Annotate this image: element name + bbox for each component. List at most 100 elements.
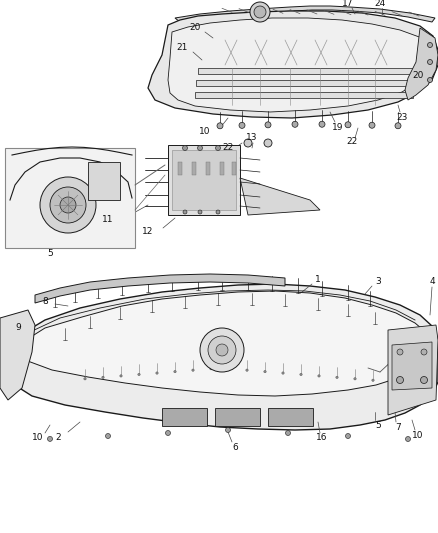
Circle shape <box>40 177 96 233</box>
Circle shape <box>50 187 86 223</box>
Circle shape <box>244 139 252 147</box>
Polygon shape <box>5 284 438 430</box>
Text: 21: 21 <box>177 44 188 52</box>
Circle shape <box>427 60 432 64</box>
Circle shape <box>156 372 158 374</box>
Text: 10: 10 <box>32 433 44 442</box>
Circle shape <box>250 2 270 22</box>
Text: 2: 2 <box>55 433 61 442</box>
Polygon shape <box>195 92 413 98</box>
Bar <box>215 408 260 426</box>
Text: 19: 19 <box>332 124 344 133</box>
Text: 3: 3 <box>375 278 381 287</box>
Polygon shape <box>198 68 420 74</box>
Text: 20: 20 <box>189 23 201 33</box>
Circle shape <box>198 210 202 214</box>
Polygon shape <box>405 28 438 100</box>
Polygon shape <box>196 80 416 86</box>
Circle shape <box>120 375 122 377</box>
Text: 16: 16 <box>316 433 328 442</box>
Circle shape <box>217 123 223 129</box>
Polygon shape <box>220 162 224 175</box>
Circle shape <box>174 370 176 373</box>
Polygon shape <box>392 342 432 390</box>
Circle shape <box>264 370 266 373</box>
Text: 22: 22 <box>346 138 357 147</box>
Text: 20: 20 <box>412 70 424 79</box>
Circle shape <box>210 368 212 370</box>
Polygon shape <box>18 291 432 396</box>
Circle shape <box>369 122 375 128</box>
Circle shape <box>282 372 284 374</box>
Circle shape <box>292 122 298 127</box>
Polygon shape <box>240 178 320 215</box>
Circle shape <box>318 375 320 377</box>
Circle shape <box>208 336 236 364</box>
Circle shape <box>183 146 187 150</box>
Polygon shape <box>175 6 435 22</box>
Text: 5: 5 <box>375 421 381 430</box>
Circle shape <box>397 349 403 355</box>
Polygon shape <box>192 162 196 175</box>
Text: 9: 9 <box>15 324 21 333</box>
Circle shape <box>216 344 228 356</box>
Text: 12: 12 <box>142 228 154 237</box>
Circle shape <box>60 197 76 213</box>
Polygon shape <box>168 145 240 215</box>
Bar <box>268 408 313 426</box>
Polygon shape <box>388 325 438 415</box>
Text: 13: 13 <box>246 133 258 142</box>
Text: 17: 17 <box>342 0 354 9</box>
Polygon shape <box>5 148 135 248</box>
Circle shape <box>421 349 427 355</box>
Polygon shape <box>206 162 210 175</box>
Polygon shape <box>172 150 236 210</box>
Circle shape <box>166 431 170 435</box>
Circle shape <box>84 377 86 380</box>
Circle shape <box>254 6 266 18</box>
Circle shape <box>228 368 230 370</box>
Circle shape <box>427 43 432 47</box>
Text: 23: 23 <box>396 114 408 123</box>
Text: 24: 24 <box>374 0 385 9</box>
Circle shape <box>215 146 220 150</box>
Circle shape <box>47 437 53 441</box>
Text: 22: 22 <box>223 143 233 152</box>
Circle shape <box>396 376 403 384</box>
Circle shape <box>200 328 244 372</box>
Text: 1: 1 <box>315 276 321 285</box>
Text: 11: 11 <box>102 215 114 224</box>
Polygon shape <box>168 18 434 112</box>
Polygon shape <box>0 310 35 400</box>
Circle shape <box>300 373 302 376</box>
Text: 8: 8 <box>42 297 48 306</box>
Circle shape <box>216 210 220 214</box>
Text: 6: 6 <box>232 443 238 453</box>
Circle shape <box>198 146 202 150</box>
Polygon shape <box>178 162 182 175</box>
Circle shape <box>106 433 110 439</box>
Circle shape <box>354 377 356 380</box>
Text: 4: 4 <box>429 278 435 287</box>
Polygon shape <box>88 162 120 200</box>
Circle shape <box>138 373 140 376</box>
Circle shape <box>336 376 338 378</box>
Circle shape <box>226 427 230 432</box>
Text: 5: 5 <box>47 248 53 257</box>
Circle shape <box>102 376 104 378</box>
Circle shape <box>239 123 245 128</box>
Circle shape <box>319 121 325 127</box>
Polygon shape <box>35 274 285 303</box>
Circle shape <box>346 433 350 439</box>
Circle shape <box>406 437 410 441</box>
Text: 10: 10 <box>412 431 424 440</box>
Polygon shape <box>232 162 236 175</box>
Circle shape <box>192 369 194 372</box>
Circle shape <box>427 77 432 83</box>
Circle shape <box>372 379 374 382</box>
Circle shape <box>183 210 187 214</box>
Circle shape <box>420 376 427 384</box>
Bar <box>162 408 207 426</box>
Circle shape <box>265 122 271 128</box>
Circle shape <box>395 123 401 129</box>
